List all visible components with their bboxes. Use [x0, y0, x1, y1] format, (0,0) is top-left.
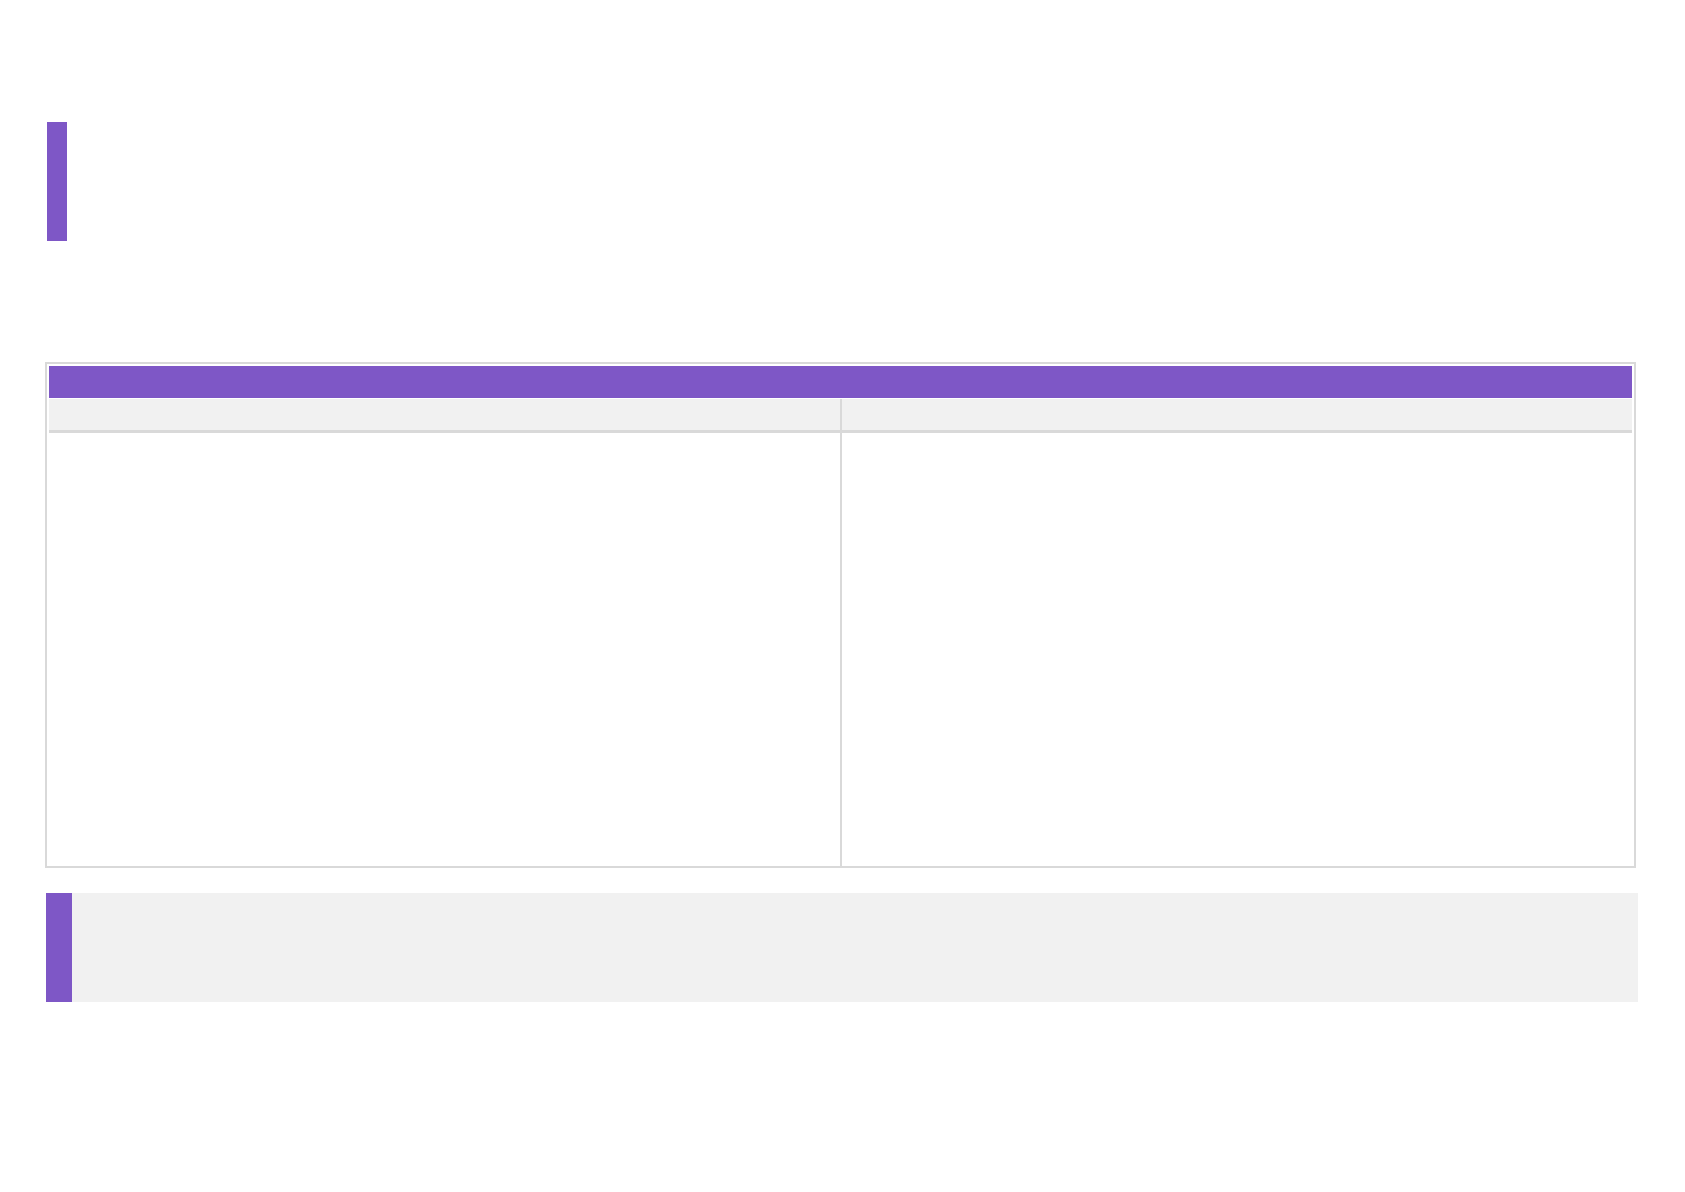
- comparison-table: [45, 362, 1636, 868]
- column-header-right: [842, 399, 1633, 430]
- note-box: [46, 893, 1638, 1002]
- table-row: [49, 433, 1632, 866]
- note-accent-bar: [46, 893, 72, 1002]
- table-cell-left: [49, 433, 842, 866]
- title-accent-bar: [47, 122, 67, 241]
- column-header-left: [49, 399, 842, 430]
- table-cell-right: [842, 433, 1633, 866]
- table-column-headers: [49, 399, 1632, 433]
- table-header: [49, 366, 1632, 398]
